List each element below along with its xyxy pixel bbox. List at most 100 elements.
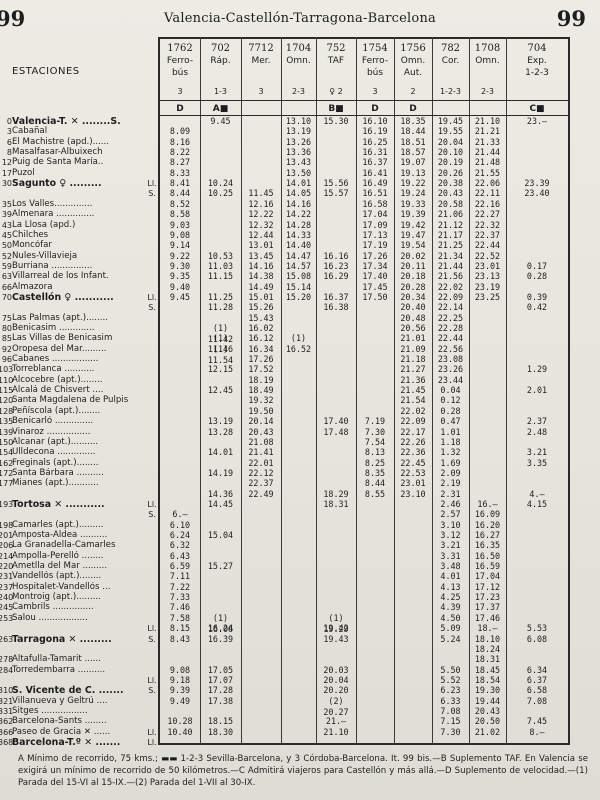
station-name: Ametlla del Mar ......... xyxy=(12,561,108,572)
km-value: 284 xyxy=(0,665,14,675)
time-cell: 21.48 xyxy=(474,157,501,168)
time-cell: 14.05 xyxy=(285,188,312,199)
km-value: 66 xyxy=(1,282,12,292)
train-type: TAF xyxy=(327,56,345,66)
header-rule xyxy=(158,115,570,116)
time-cell: 4.15 xyxy=(526,498,548,509)
table-row: 120 Santa Magdalena de Pulpis 19.32 21.54 0.… xyxy=(0,395,600,406)
km-value: 0 xyxy=(6,117,12,126)
train-number: 704 xyxy=(527,43,547,54)
time-cell: 22.01 xyxy=(248,457,274,468)
time-cell: 3.12 xyxy=(440,530,461,540)
station-name: Villarreal de los Infant. xyxy=(12,271,109,282)
table-row: 154 Ulldecona .............. 14.01 21.41 8.1… xyxy=(0,447,600,458)
time-cell: 17.23 xyxy=(474,592,501,603)
time-cell: 21.09 xyxy=(400,343,426,354)
table-row: 366 Paseo de Gracia ✕ ...... Ll. 10.40 18.30… xyxy=(0,727,600,738)
time-cell: 8.33 xyxy=(169,167,191,178)
time-cell: 15.30 xyxy=(323,116,349,126)
time-cell: 16.29 xyxy=(323,271,349,282)
table-row: 59 Burriana ............... 9.30 11.03 14.16… xyxy=(0,261,600,272)
arrival-departure-mark: S. xyxy=(148,303,156,313)
time-cell: 12.15 xyxy=(207,364,234,375)
time-cell: 10.40 xyxy=(167,726,193,737)
time-cell: 4.— xyxy=(529,488,545,499)
table-row: 85 Las Villas de Benicasim (1) 11.46 16.12 (… xyxy=(0,333,600,354)
time-cell: 19.33 xyxy=(400,198,426,209)
time-cell: 8.15 xyxy=(169,623,191,634)
time-cell: 21.44 xyxy=(474,147,501,158)
station-name: Freginals (apt.)........ xyxy=(12,457,99,468)
column-divider xyxy=(394,37,395,745)
time-cell: 16.25 xyxy=(362,136,388,147)
station-name: La Llosa (apd.) xyxy=(12,219,76,230)
table-row: Ll. 8.15 16.24 19.42 5.09 18.— 5.53 xyxy=(0,623,600,634)
train-number: 1756 xyxy=(400,43,426,54)
time-cell: 22.26 xyxy=(400,436,426,447)
time-cell: 20.58 xyxy=(437,198,464,209)
time-cell: 18.57 xyxy=(400,147,426,158)
time-cell: 16.51 xyxy=(362,188,388,199)
train-number: 1704 xyxy=(285,43,312,54)
station-name: Benicarló .............. xyxy=(12,416,94,427)
arrival-departure-mark: S. xyxy=(148,189,156,199)
time-cell: 8.22 xyxy=(169,147,191,158)
table-row: 80 Benicasim ............. (1) 11.42 16.02 2… xyxy=(0,323,600,344)
time-cell: (1) 11.42 xyxy=(207,323,234,344)
station-name: Vandellós (apt.)........ xyxy=(12,571,102,582)
km-value: 150 xyxy=(0,437,14,447)
time-cell: 18.31 xyxy=(474,654,501,665)
time-cell: 4.13 xyxy=(440,581,461,592)
time-cell: 8.16 xyxy=(169,136,191,147)
time-cell: 17.34 xyxy=(362,260,388,271)
time-cell: 21.56 xyxy=(437,271,464,282)
time-cell: 6.58 xyxy=(526,685,548,696)
time-cell: 14.19 xyxy=(207,467,234,478)
time-cell: 22.52 xyxy=(474,250,501,261)
time-cell: 20.43 xyxy=(437,188,464,199)
time-cell: 12.32 xyxy=(248,219,274,230)
time-cell: 15.26 xyxy=(248,302,274,313)
station-name: Amposta-Aldea .......... xyxy=(12,530,108,540)
table-row: 115 Alcalá de Chisvert .... 12.45 18.49 21.4… xyxy=(0,385,600,396)
time-cell: 21.10 xyxy=(474,116,501,126)
station-name: Cambrils ............... xyxy=(12,602,94,613)
time-cell: 7.45 xyxy=(526,716,548,727)
time-cell: 23.25 xyxy=(474,291,501,302)
km-value: 362 xyxy=(0,717,14,727)
time-cell: 14.36 xyxy=(207,488,234,499)
column-divider xyxy=(506,37,507,745)
time-cell: 6.32 xyxy=(169,540,191,551)
time-cell: 17.05 xyxy=(207,664,234,675)
train-class: 3 xyxy=(258,87,264,96)
time-cell: 17.46 xyxy=(474,612,501,623)
time-cell: 18.24 xyxy=(474,643,501,654)
station-name: Castellón ♀ ........... xyxy=(12,291,114,303)
time-cell: 19.07 xyxy=(400,157,426,168)
time-cell: 16.31 xyxy=(362,147,388,158)
time-cell: 2.37 xyxy=(526,416,548,427)
time-cell: 8.13 xyxy=(364,447,386,458)
km-value: 201 xyxy=(0,531,14,540)
km-value: 30 xyxy=(1,179,12,189)
time-cell: 19.13 xyxy=(400,167,426,178)
station-name: Santa Bárbara .......... xyxy=(12,467,104,478)
time-cell: 21.10 xyxy=(323,726,349,737)
km-value: 3 xyxy=(6,127,12,137)
time-cell: 2.57 xyxy=(440,509,461,520)
time-cell: 5.50 xyxy=(440,664,461,675)
km-value: 45 xyxy=(1,230,12,240)
time-cell: 20.40 xyxy=(400,302,426,313)
time-cell: 14.22 xyxy=(285,209,312,220)
column-divider xyxy=(241,37,242,745)
station-name: Nules-Villavieja xyxy=(12,250,78,261)
footnote: A Mínimo de recorrido, 75 kms.; ▬▬ 1-2-3… xyxy=(18,753,588,789)
time-cell: 17.26 xyxy=(248,354,274,365)
km-value: 35 xyxy=(1,199,12,209)
km-value: 321 xyxy=(0,696,14,706)
time-cell: 8.58 xyxy=(169,209,191,220)
time-cell: 6.10 xyxy=(169,519,191,530)
time-cell: 16.59 xyxy=(474,561,501,572)
time-cell: 21.36 xyxy=(400,374,426,385)
